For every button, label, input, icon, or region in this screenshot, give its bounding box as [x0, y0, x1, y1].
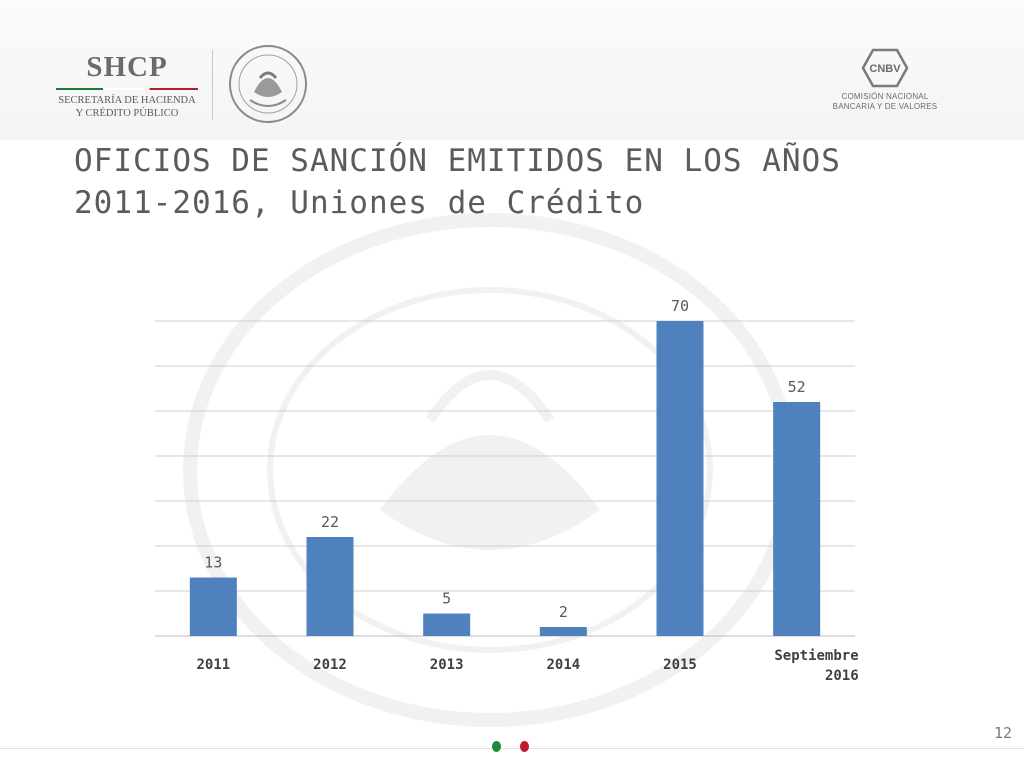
bar [423, 613, 471, 636]
category-label: 2013 [430, 657, 464, 673]
background-seal-watermark-icon [183, 213, 797, 727]
shcp-logo: SHCP SECRETARÍA DE HACIENDA Y CRÉDITO PÚ… [52, 52, 202, 120]
data-label: 13 [204, 554, 222, 572]
data-label: 70 [671, 297, 689, 315]
category-label: 2014 [546, 657, 580, 673]
category-label: 2015 [663, 657, 697, 673]
red-dot-icon [520, 741, 529, 752]
page-number: 12 [993, 724, 1012, 742]
cnbv-logo: CNBV COMISIÓN NACIONAL BANCARIA Y DE VAL… [826, 48, 944, 112]
green-dot-icon [492, 741, 501, 752]
shcp-logo-line1: SECRETARÍA DE HACIENDA [58, 95, 196, 106]
bar [306, 537, 354, 636]
cnbv-badge-text: CNBV [869, 63, 901, 75]
category-label: Septiembre 2016 [774, 648, 858, 684]
logo-divider [212, 50, 213, 120]
cnbv-logo-line2: BANCARIA Y DE VALORES [832, 102, 938, 111]
shcp-logo-title: SHCP [86, 51, 168, 83]
data-label: 22 [321, 513, 339, 531]
category-label: 2011 [196, 657, 230, 673]
footer-divider [0, 748, 1024, 749]
header-band [0, 0, 1024, 140]
bar [656, 321, 704, 636]
data-label: 5 [442, 590, 451, 608]
bar [539, 627, 587, 636]
bar [773, 402, 821, 636]
cnbv-logo-line1: COMISIÓN NACIONAL [841, 92, 929, 101]
mexican-coat-of-arms-icon [229, 45, 307, 123]
data-label: 2 [559, 603, 568, 621]
bar [189, 577, 237, 636]
page-title: OFICIOS DE SANCIÓN EMITIDOS EN LOS AÑOS … [74, 140, 974, 224]
page-title-line1: OFICIOS DE SANCIÓN EMITIDOS EN LOS AÑOS [74, 143, 841, 179]
shcp-logo-rule [56, 88, 198, 90]
data-label: 52 [788, 378, 806, 396]
category-label: 2012 [313, 657, 347, 673]
shcp-logo-line2: Y CRÉDITO PÚBLICO [75, 108, 179, 119]
page-title-line2: 2011-2016, Uniones de Crédito [74, 185, 645, 221]
cnbv-badge-icon: CNBV [861, 48, 909, 88]
